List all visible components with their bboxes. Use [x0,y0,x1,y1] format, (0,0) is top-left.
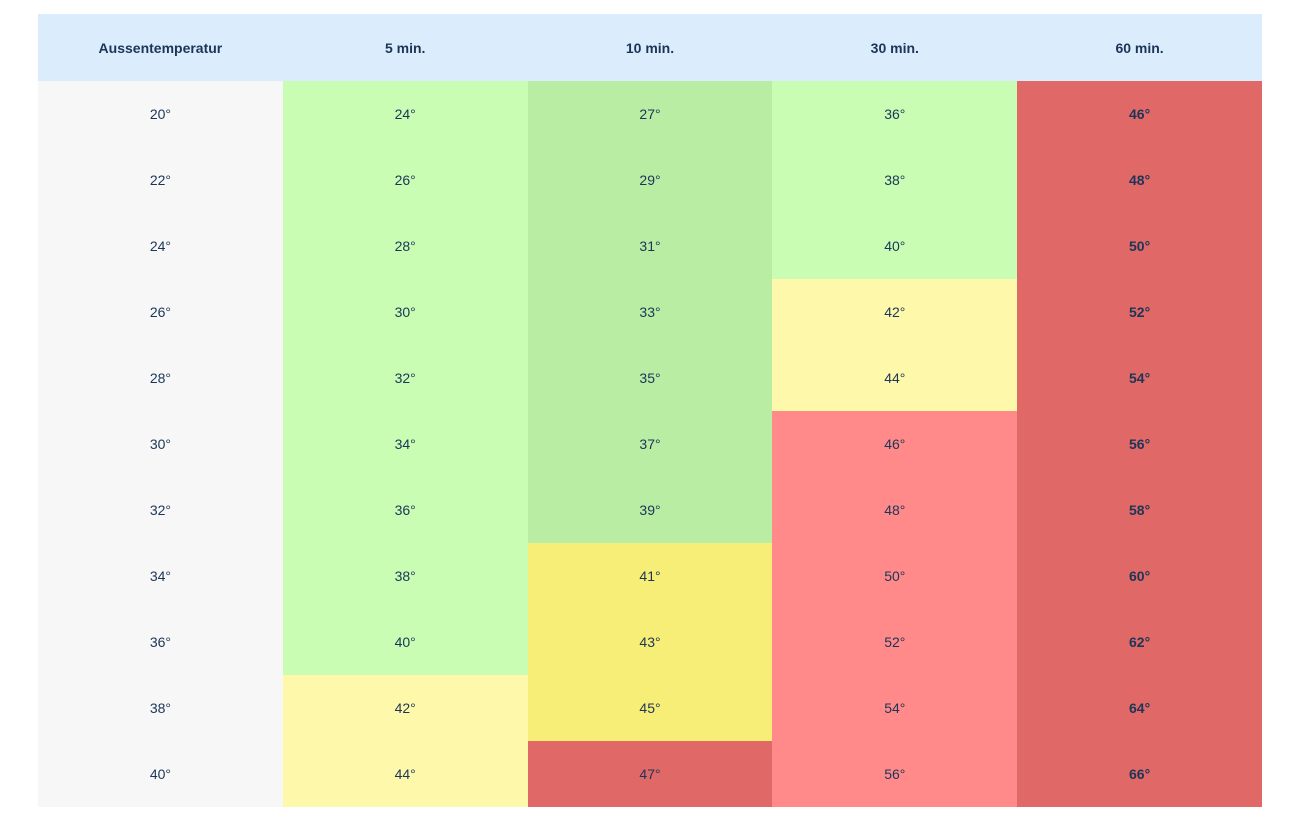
table-cell: 34° [282,411,528,477]
table-cell: 58° [1017,477,1262,543]
header-cell: 30 min. [870,39,919,56]
table-cell: 38° [282,543,528,609]
table-cell: 38° [38,675,283,741]
table-row: 32° 36° 39° 48° 58° [38,477,1262,543]
table-cell: 31° [527,213,773,279]
header-row: Aussentemperatur 5 min. 10 min. 30 min. 60 m… [38,14,1262,81]
table-cell: 44° [282,741,528,807]
table-cell: 66° [1017,741,1262,807]
table-cell: 36° [38,609,283,675]
table-cell: 28° [282,213,528,279]
table-cell: 38° [772,147,1018,213]
table-row: 24° 28° 31° 40° 50° [38,213,1262,279]
table-cell: 40° [282,609,528,675]
table-row: 40° 44° 47° 56° 66° [38,741,1262,807]
table-cell: 26° [282,147,528,213]
table-cell: 34° [38,543,283,609]
table-cell: 56° [772,741,1018,807]
table-cell: 54° [1017,345,1262,411]
table-cell: 37° [527,411,773,477]
table-cell: 42° [282,675,528,741]
header-cell: Aussentemperatur [98,39,223,56]
table-cell: 41° [527,543,773,609]
table-row: 30° 34° 37° 46° 56° [38,411,1262,477]
table-cell: 22° [38,147,283,213]
table-cell: 40° [772,213,1018,279]
table-cell: 27° [527,81,773,147]
table-cell: 40° [38,741,283,807]
table-cell: 24° [38,213,283,279]
table-cell: 36° [772,81,1018,147]
table-cell: 24° [282,81,528,147]
table-cell: 50° [1017,213,1262,279]
table-cell: 48° [1017,147,1262,213]
table-cell: 32° [282,345,528,411]
table-cell: 30° [282,279,528,345]
table-row: 36° 40° 43° 52° 62° [38,609,1262,675]
table-row: 34° 38° 41° 50° 60° [38,543,1262,609]
table-cell: 48° [772,477,1018,543]
table-cell: 52° [1017,279,1262,345]
table-cell: 28° [38,345,283,411]
table-cell: 39° [527,477,773,543]
table-cell: 30° [38,411,283,477]
table-cell: 47° [527,741,773,807]
table-cell: 35° [527,345,773,411]
table-cell: 54° [772,675,1018,741]
table-cell: 62° [1017,609,1262,675]
table-cell: 44° [772,345,1018,411]
table-row: 22° 26° 29° 38° 48° [38,147,1262,213]
table-cell: 45° [527,675,773,741]
table-cell: 56° [1017,411,1262,477]
table-row: 38° 42° 45° 54° 64° [38,675,1262,741]
header-cell: 10 min. [625,39,675,56]
table-cell: 46° [1017,81,1262,147]
temperature-table: Aussentemperatur 5 min. 10 min. 30 min. 60 m… [38,14,1262,807]
table-cell: 32° [38,477,283,543]
table-cell: 26° [38,279,283,345]
table-cell: 20° [38,81,283,147]
table-cell: 42° [772,279,1018,345]
table-cell: 43° [527,609,773,675]
table-cell: 64° [1017,675,1262,741]
table-row: 28° 32° 35° 44° 54° [38,345,1262,411]
table-cell: 36° [282,477,528,543]
table-row: 20° 24° 27° 36° 46° [38,81,1262,147]
table-cell: 60° [1017,543,1262,609]
header-cell: 5 min. [384,39,426,56]
table-cell: 29° [527,147,773,213]
table-cell: 52° [772,609,1018,675]
header-cell: 60 min. [1115,39,1164,56]
table-cell: 33° [527,279,773,345]
table-cell: 50° [772,543,1018,609]
table-cell: 46° [772,411,1018,477]
table-row: 26° 30° 33° 42° 52° [38,279,1262,345]
